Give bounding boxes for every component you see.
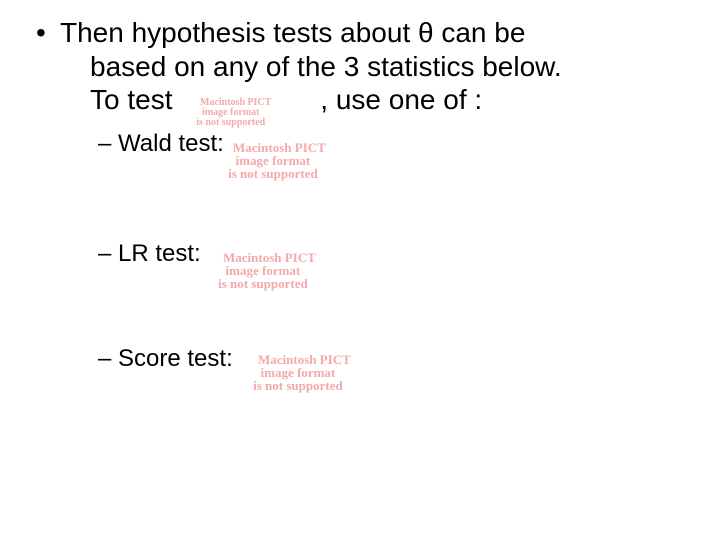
sub-item-score: – Score test: — [98, 345, 233, 374]
bullet-marker: • — [36, 16, 46, 50]
main-line-3: To test xxxxxxxxxx, use one of : — [90, 84, 482, 115]
main-bullet: • Then hypothesis tests about θ can be b… — [60, 16, 670, 117]
pict-placeholder-icon: Macintosh PICT image format is not suppo… — [210, 238, 316, 303]
pict-line-3: is not supported — [253, 378, 343, 393]
sub-item-lr: – LR test: — [98, 240, 201, 269]
main-line-3-pre: To test — [90, 84, 180, 115]
sub-prefix: – — [98, 345, 118, 372]
sub-label: Score test: — [118, 345, 233, 372]
sub-label: Wald test: — [118, 130, 224, 157]
pict-placeholder-icon: Macintosh PICT image format is not suppo… — [245, 340, 351, 405]
pict-line-3: is not supported — [196, 117, 265, 128]
main-line-1: Then hypothesis tests about θ can be — [60, 17, 525, 48]
sub-item-wald: – Wald test: — [98, 130, 224, 159]
sub-label: LR test: — [118, 240, 201, 267]
pict-placeholder-icon: Macintosh PICT image format is not suppo… — [220, 128, 326, 193]
main-line-2: based on any of the 3 statistics below. — [90, 51, 562, 82]
slide: • Then hypothesis tests about θ can be b… — [0, 0, 720, 540]
main-line-3-post: , use one of : — [320, 84, 482, 115]
sub-prefix: – — [98, 130, 118, 157]
sub-prefix: – — [98, 240, 118, 267]
pict-line-3: is not supported — [218, 276, 308, 291]
pict-line-3: is not supported — [228, 166, 318, 181]
